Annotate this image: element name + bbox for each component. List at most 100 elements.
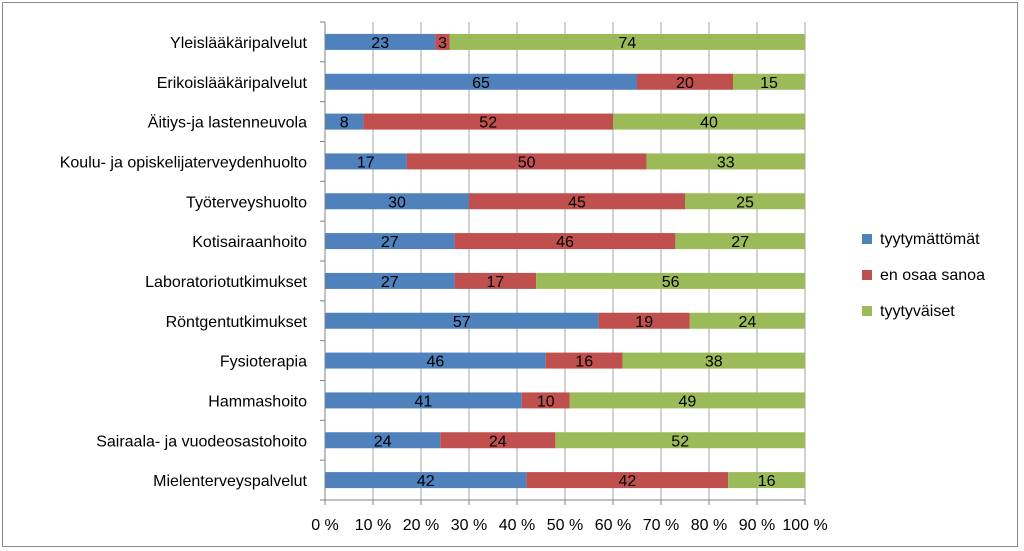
legend: tyytymättömät en osaa sanoa tyytyväiset: [862, 231, 985, 320]
data-label: 17: [487, 274, 505, 291]
data-label: 16: [758, 473, 776, 490]
x-tick-label: 40 %: [499, 517, 535, 534]
bar-segment: [363, 113, 613, 130]
data-label: 42: [619, 473, 637, 490]
bar-segment: [325, 153, 407, 170]
bar-segment: [454, 272, 537, 289]
bar-segment: [622, 352, 805, 369]
data-label: 33: [717, 154, 735, 171]
bar-segment: [728, 472, 805, 489]
category-label: Hammashoito: [208, 393, 307, 410]
bar-segment: [469, 193, 685, 210]
bar-segment: [545, 352, 623, 369]
category-label: Erikoislääkäripalvelut: [157, 75, 308, 92]
bar-segment: [646, 153, 805, 170]
axes: 0 % 10 % 20 % 30 % 40 % 50 % 60 % 70 % 80 % 90 % 1…: [60, 21, 828, 534]
data-label: 38: [705, 354, 723, 371]
legend-swatch: [862, 270, 872, 280]
bar-segment: [325, 233, 455, 250]
bar-segment: [325, 73, 637, 90]
legend-swatch: [862, 306, 872, 316]
bar-segment: [555, 432, 805, 449]
legend-label: en osaa sanoa: [880, 267, 985, 284]
bar-segment: [689, 312, 805, 329]
bar-segment: [733, 73, 805, 90]
data-label: 10: [537, 393, 555, 410]
bar-segment: [637, 73, 733, 90]
data-label: 56: [662, 274, 680, 291]
data-label: 45: [568, 194, 586, 211]
data-label: 17: [357, 154, 375, 171]
category-label: Sairaala- ja vuodeosastohoito: [96, 433, 307, 450]
data-label: 40: [700, 115, 718, 132]
x-tick-label: 90 %: [739, 517, 775, 534]
data-label: 52: [479, 115, 497, 132]
data-label: 16: [575, 354, 593, 371]
bar-segment: [685, 193, 805, 210]
data-label: 46: [427, 354, 445, 371]
legend-label: tyytyväiset: [880, 303, 955, 320]
data-label: 3: [438, 35, 447, 52]
x-tick-label: 20 %: [403, 517, 439, 534]
bar-segment: [440, 432, 556, 449]
data-label: 42: [417, 473, 435, 490]
bar-segment: [675, 233, 805, 250]
data-label: 20: [676, 75, 694, 92]
bar-segment: [449, 33, 805, 50]
bar-segment: [325, 113, 364, 130]
data-label: 49: [679, 393, 697, 410]
category-label: Koulu- ja opiskelijaterveydenhuolto: [60, 154, 307, 171]
data-label: 65: [472, 75, 490, 92]
data-label: 25: [736, 194, 754, 211]
bar-segment: [325, 272, 455, 289]
bar-segment: [325, 193, 469, 210]
bar-segment: [454, 233, 676, 250]
bar-segment: [521, 392, 570, 409]
bar-segment: [526, 472, 729, 489]
bar-segment: [598, 312, 690, 329]
data-label: 19: [635, 314, 653, 331]
data-label: 50: [518, 154, 536, 171]
data-label: 57: [453, 314, 471, 331]
bar-segment: [325, 352, 546, 369]
category-label: Työterveyshuolto: [186, 194, 307, 211]
bar-segment: [325, 472, 527, 489]
bars: 23 3 74 65 20 15 8 52 40 17 50 33 30 45 25 27 46 27 27 17 56…: [325, 33, 805, 490]
category-label: Äitiys-ja lastenneuvola: [148, 114, 307, 132]
category-label: Fysioterapia: [220, 354, 307, 371]
x-tick-label: 80 %: [691, 517, 727, 534]
bar-segment: [569, 392, 805, 409]
legend-label: tyytymättömät: [880, 231, 980, 248]
data-label: 30: [388, 194, 406, 211]
data-label: 74: [619, 35, 637, 52]
bar-segment: [325, 432, 441, 449]
bar-segment: [406, 153, 647, 170]
data-label: 52: [671, 433, 689, 450]
category-label: Kotisairaanhoito: [192, 234, 307, 251]
data-label: 15: [760, 75, 778, 92]
x-tick-label: 10 %: [355, 517, 391, 534]
x-tick-label: 60 %: [595, 517, 631, 534]
x-tick-label: 100 %: [782, 517, 827, 534]
data-label: 24: [374, 433, 392, 450]
bar-segment: [325, 33, 436, 50]
data-label: 8: [340, 115, 349, 132]
category-label: Yleislääkäripalvelut: [170, 35, 308, 52]
x-tick-label: 0 %: [311, 517, 339, 534]
category-label: Mielenterveyspalvelut: [153, 473, 307, 490]
x-tick-label: 70 %: [643, 517, 679, 534]
bar-segment: [435, 33, 450, 50]
data-label: 24: [739, 314, 757, 331]
bar-segment: [325, 312, 599, 329]
data-label: 24: [489, 433, 507, 450]
bar-segment: [325, 392, 522, 409]
data-label: 41: [415, 393, 433, 410]
category-label: Laboratoriotutkimukset: [145, 274, 307, 291]
legend-swatch: [862, 234, 872, 244]
data-label: 27: [381, 274, 399, 291]
data-label: 46: [556, 234, 574, 251]
bar-segment: [536, 272, 805, 289]
category-label: Röntgentutkimukset: [166, 314, 308, 331]
x-tick-label: 30 %: [451, 517, 487, 534]
